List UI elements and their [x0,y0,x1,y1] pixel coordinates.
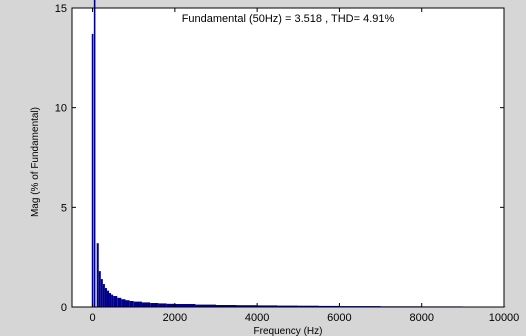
spectrum-bar [104,288,107,307]
x-tick-label: 10000 [489,312,520,324]
axis-ticks: 0 2000 4000 6000 8000 10000 0 5 10 15 [55,3,520,324]
spectrum-bar [121,299,126,307]
spectrum-bar [98,271,101,307]
spectrum-bar [195,304,216,307]
spectrum-bar [158,303,167,307]
x-tick-label: 0 [90,312,96,324]
plot-area [72,8,504,307]
spectrum-bar [150,303,159,307]
spectrum-bar [257,305,278,307]
spectrum-bar [236,305,258,307]
spectrum-bar [318,305,340,307]
spectrum-bar [96,243,99,307]
spectrum-bar [109,293,112,307]
chart-title: Fundamental (50Hz) = 3.518 , THD= 4.91% [182,13,395,25]
spectrum-bar [113,296,118,307]
spectrum-bar [129,301,134,307]
y-axis-label: Mag (% of Fundamental) [30,107,41,217]
spectrum-bar [125,300,130,307]
axes-box [71,7,505,308]
spectrum-bar [133,301,142,307]
y-tick-label: 0 [61,302,67,314]
spectrum-bar [102,284,105,307]
x-tick-label: 6000 [327,312,351,324]
spectrum-bar [277,305,299,307]
spectrum-bar [166,303,175,307]
spectrum-bar [111,294,114,307]
spectrum-bar [106,290,110,307]
x-tick-label: 8000 [409,312,433,324]
spectrum-bar [216,305,237,307]
y-tick-label: 15 [55,3,67,15]
x-tick-label: 2000 [163,312,187,324]
y-tick-label: 5 [61,202,67,214]
spectrum-bar [117,297,122,307]
spectrum-bar [298,305,319,307]
spectrum-bar [100,279,103,307]
y-tick-label: 10 [55,103,67,115]
spectrum-bar [141,302,151,307]
x-tick-label: 4000 [245,312,269,324]
spectrum-bar [174,304,196,307]
x-axis-label: Frequency (Hz) [254,326,323,336]
spectrum-bar [91,33,94,308]
spectrum-bar [93,0,96,307]
